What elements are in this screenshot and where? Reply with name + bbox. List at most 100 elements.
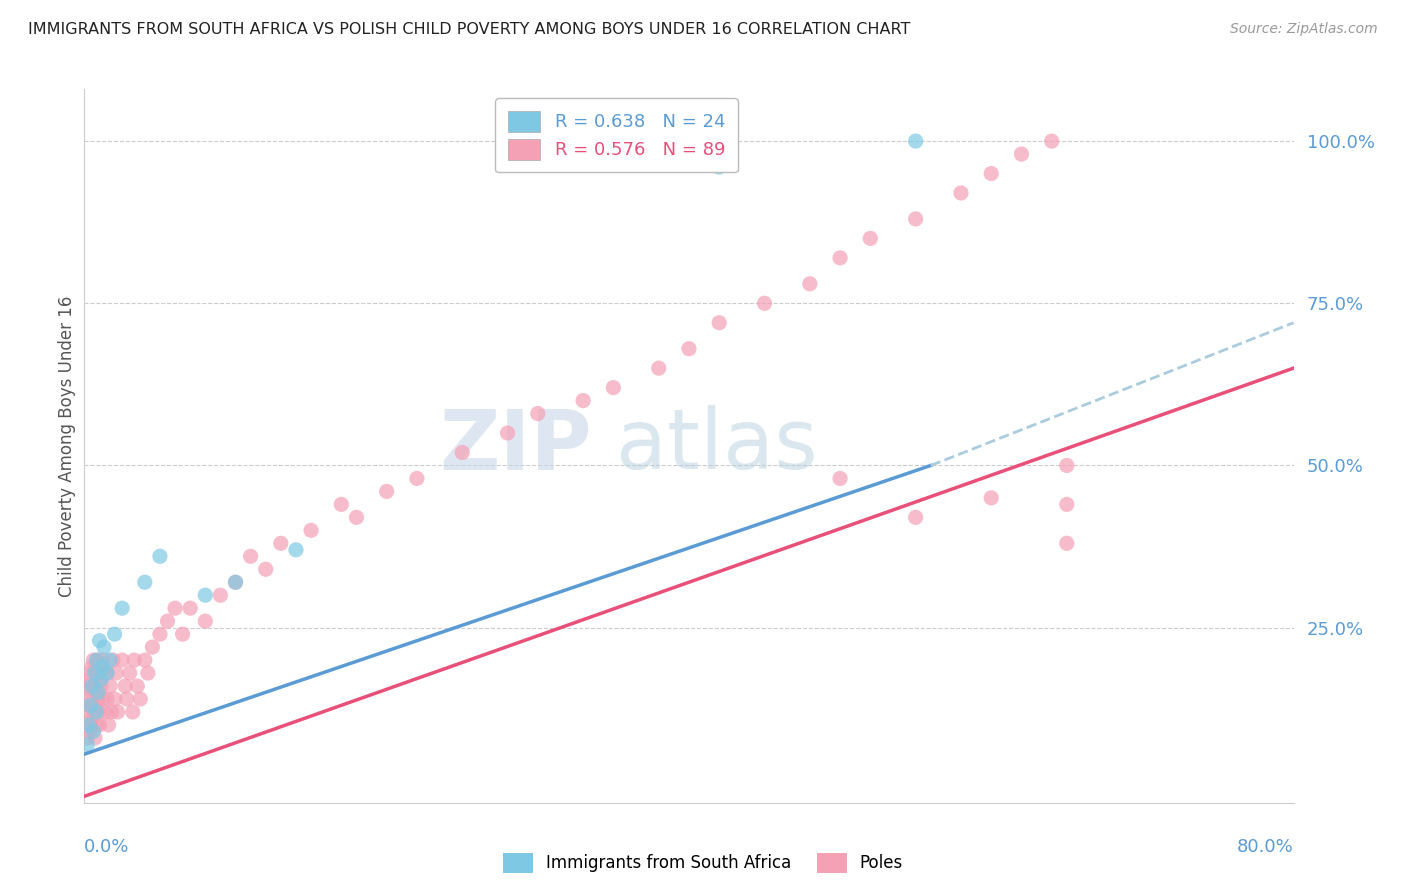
Point (86, 666, 108, 681)
Point (496, 425, 519, 440)
Point (1011, 147, 1033, 161)
Text: 0.0%: 0.0% (84, 838, 129, 856)
Point (980, 167, 1002, 181)
Point (77, 718, 100, 732)
Point (209, 588, 232, 602)
Point (149, 627, 172, 641)
Point (96, 666, 118, 681)
Point (194, 588, 217, 602)
Text: Source: ZipAtlas.com: Source: ZipAtlas.com (1230, 22, 1378, 37)
Point (1040, 134, 1063, 148)
Point (165, 601, 187, 615)
Point (89, 666, 111, 681)
Point (77, 673, 100, 687)
Point (94, 705, 117, 719)
Point (80, 685, 103, 699)
Point (80, 679, 103, 693)
Point (91, 692, 114, 706)
Point (950, 186, 973, 200)
Point (572, 393, 595, 408)
Point (799, 277, 821, 291)
Point (105, 666, 128, 681)
Point (285, 542, 308, 557)
Point (239, 549, 262, 564)
Point (100, 705, 122, 719)
Point (141, 640, 163, 654)
Text: 80.0%: 80.0% (1237, 838, 1294, 856)
Point (76, 738, 98, 752)
Point (84, 705, 107, 719)
Point (89, 705, 111, 719)
Point (406, 471, 429, 485)
Point (830, 251, 852, 265)
Point (149, 549, 172, 564)
Point (114, 679, 136, 693)
Y-axis label: Child Poverty Among Boys Under 16: Child Poverty Among Boys Under 16 (58, 295, 76, 597)
Point (79, 692, 101, 706)
Point (1056, 497, 1078, 511)
Point (96, 692, 118, 706)
Point (602, 381, 624, 395)
Point (80, 711, 103, 725)
Point (86, 653, 108, 667)
Point (118, 666, 141, 681)
Point (90, 679, 112, 693)
Point (104, 692, 127, 706)
Point (98, 679, 121, 693)
Point (859, 231, 882, 245)
Point (121, 705, 143, 719)
Point (904, 134, 927, 148)
Point (904, 211, 927, 226)
Point (107, 705, 129, 719)
Point (375, 484, 398, 499)
Text: atlas: atlas (616, 406, 818, 486)
Point (84, 679, 107, 693)
Point (172, 627, 194, 641)
Point (330, 497, 353, 511)
Text: ZIP: ZIP (440, 406, 592, 486)
Point (1056, 458, 1078, 473)
Point (709, 160, 731, 174)
Point (129, 692, 152, 706)
Point (134, 653, 156, 667)
Point (84, 731, 107, 745)
Point (86, 705, 108, 719)
Point (648, 361, 671, 376)
Point (89, 718, 111, 732)
Point (1056, 536, 1078, 550)
Point (86, 685, 108, 699)
Point (82, 653, 104, 667)
Point (709, 316, 731, 330)
Point (104, 627, 127, 641)
Point (225, 575, 247, 590)
Point (136, 666, 159, 681)
Point (98, 653, 121, 667)
Legend: R = 0.638   N = 24, R = 0.576   N = 89: R = 0.638 N = 24, R = 0.576 N = 89 (495, 98, 738, 172)
Point (89, 633, 111, 648)
Point (93, 640, 115, 654)
Point (156, 614, 179, 628)
Point (87, 692, 110, 706)
Point (111, 653, 134, 667)
Point (115, 692, 138, 706)
Point (980, 491, 1002, 505)
Point (101, 653, 124, 667)
Point (79, 666, 101, 681)
Point (82, 698, 104, 713)
Point (91, 653, 114, 667)
Point (79, 698, 101, 713)
Point (904, 510, 927, 524)
Point (76, 679, 98, 693)
Point (93, 666, 115, 681)
Point (270, 536, 292, 550)
Point (86, 718, 108, 732)
Point (254, 562, 277, 576)
Point (346, 510, 368, 524)
Point (299, 524, 322, 538)
Point (111, 601, 134, 615)
Point (97, 718, 120, 732)
Point (76, 731, 98, 745)
Point (79, 718, 101, 732)
Point (90, 673, 112, 687)
Point (77, 724, 100, 739)
